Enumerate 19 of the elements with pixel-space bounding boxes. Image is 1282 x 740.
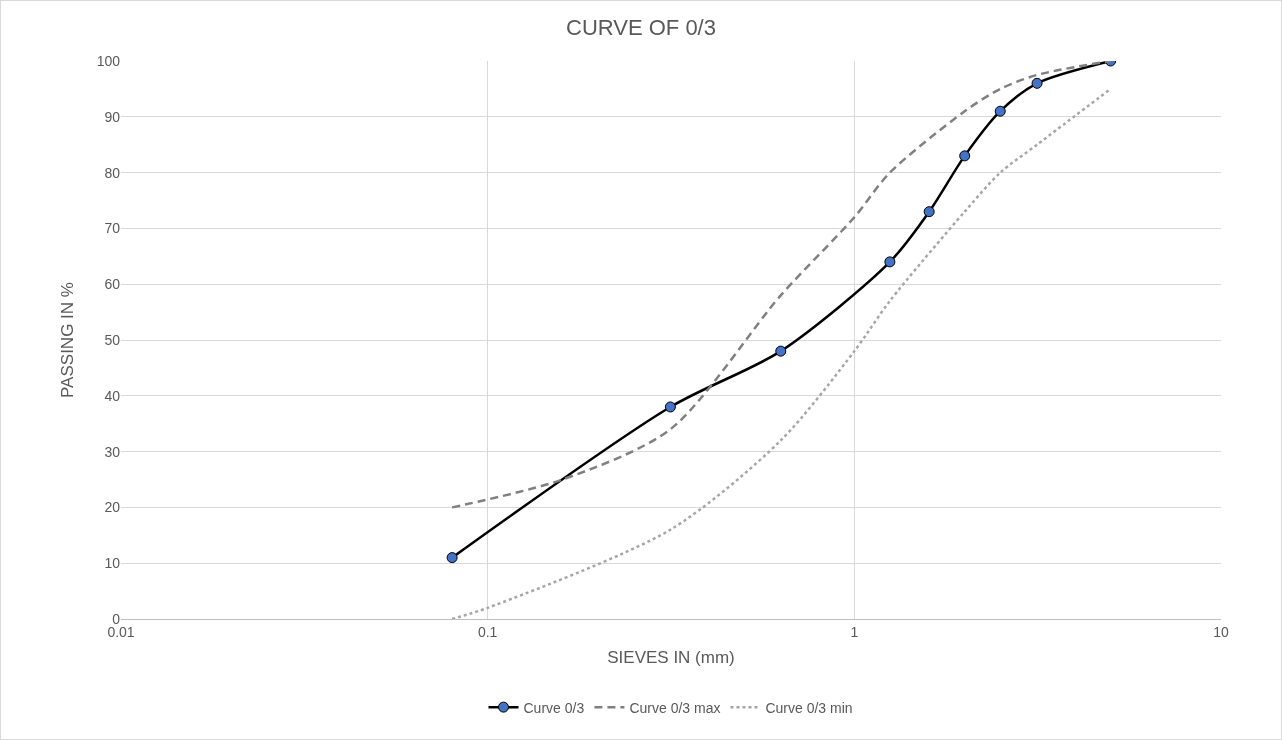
y-tick-label: 30	[104, 443, 121, 460]
y-tick-label: 60	[104, 276, 121, 293]
y-tick-label: 80	[104, 164, 121, 181]
y-axis-title: PASSING IN %	[58, 282, 78, 398]
y-tick-label: 70	[104, 220, 121, 237]
y-tick-label: 10	[104, 555, 121, 572]
x-tick-label: 0.1	[477, 623, 498, 640]
x-tick-label: 1	[850, 623, 859, 640]
y-tick-label: 90	[104, 108, 121, 125]
y-tick-label: 40	[104, 387, 121, 404]
legend-label: Curve 0/3 max	[629, 699, 721, 716]
legend-label: Curve 0/3 min	[765, 699, 853, 716]
legend-label: Curve 0/3	[523, 699, 585, 716]
y-tick-label: 50	[104, 331, 121, 348]
y-tick-label: 20	[104, 499, 121, 516]
x-axis-title: SIEVES IN (mm)	[607, 648, 735, 668]
chart-title: CURVE OF 0/3	[566, 14, 716, 40]
x-tick-label: 10	[1213, 623, 1229, 640]
y-tick-label: 100	[96, 52, 121, 69]
